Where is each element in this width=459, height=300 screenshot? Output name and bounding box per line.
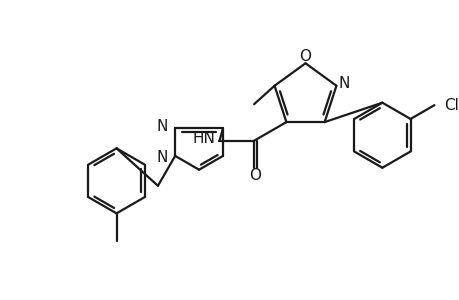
Text: Cl: Cl xyxy=(443,98,458,113)
Text: O: O xyxy=(299,49,311,64)
Text: HN: HN xyxy=(192,131,215,146)
Text: N: N xyxy=(338,76,349,91)
Text: N: N xyxy=(157,150,168,165)
Text: O: O xyxy=(248,168,260,183)
Text: N: N xyxy=(157,119,168,134)
